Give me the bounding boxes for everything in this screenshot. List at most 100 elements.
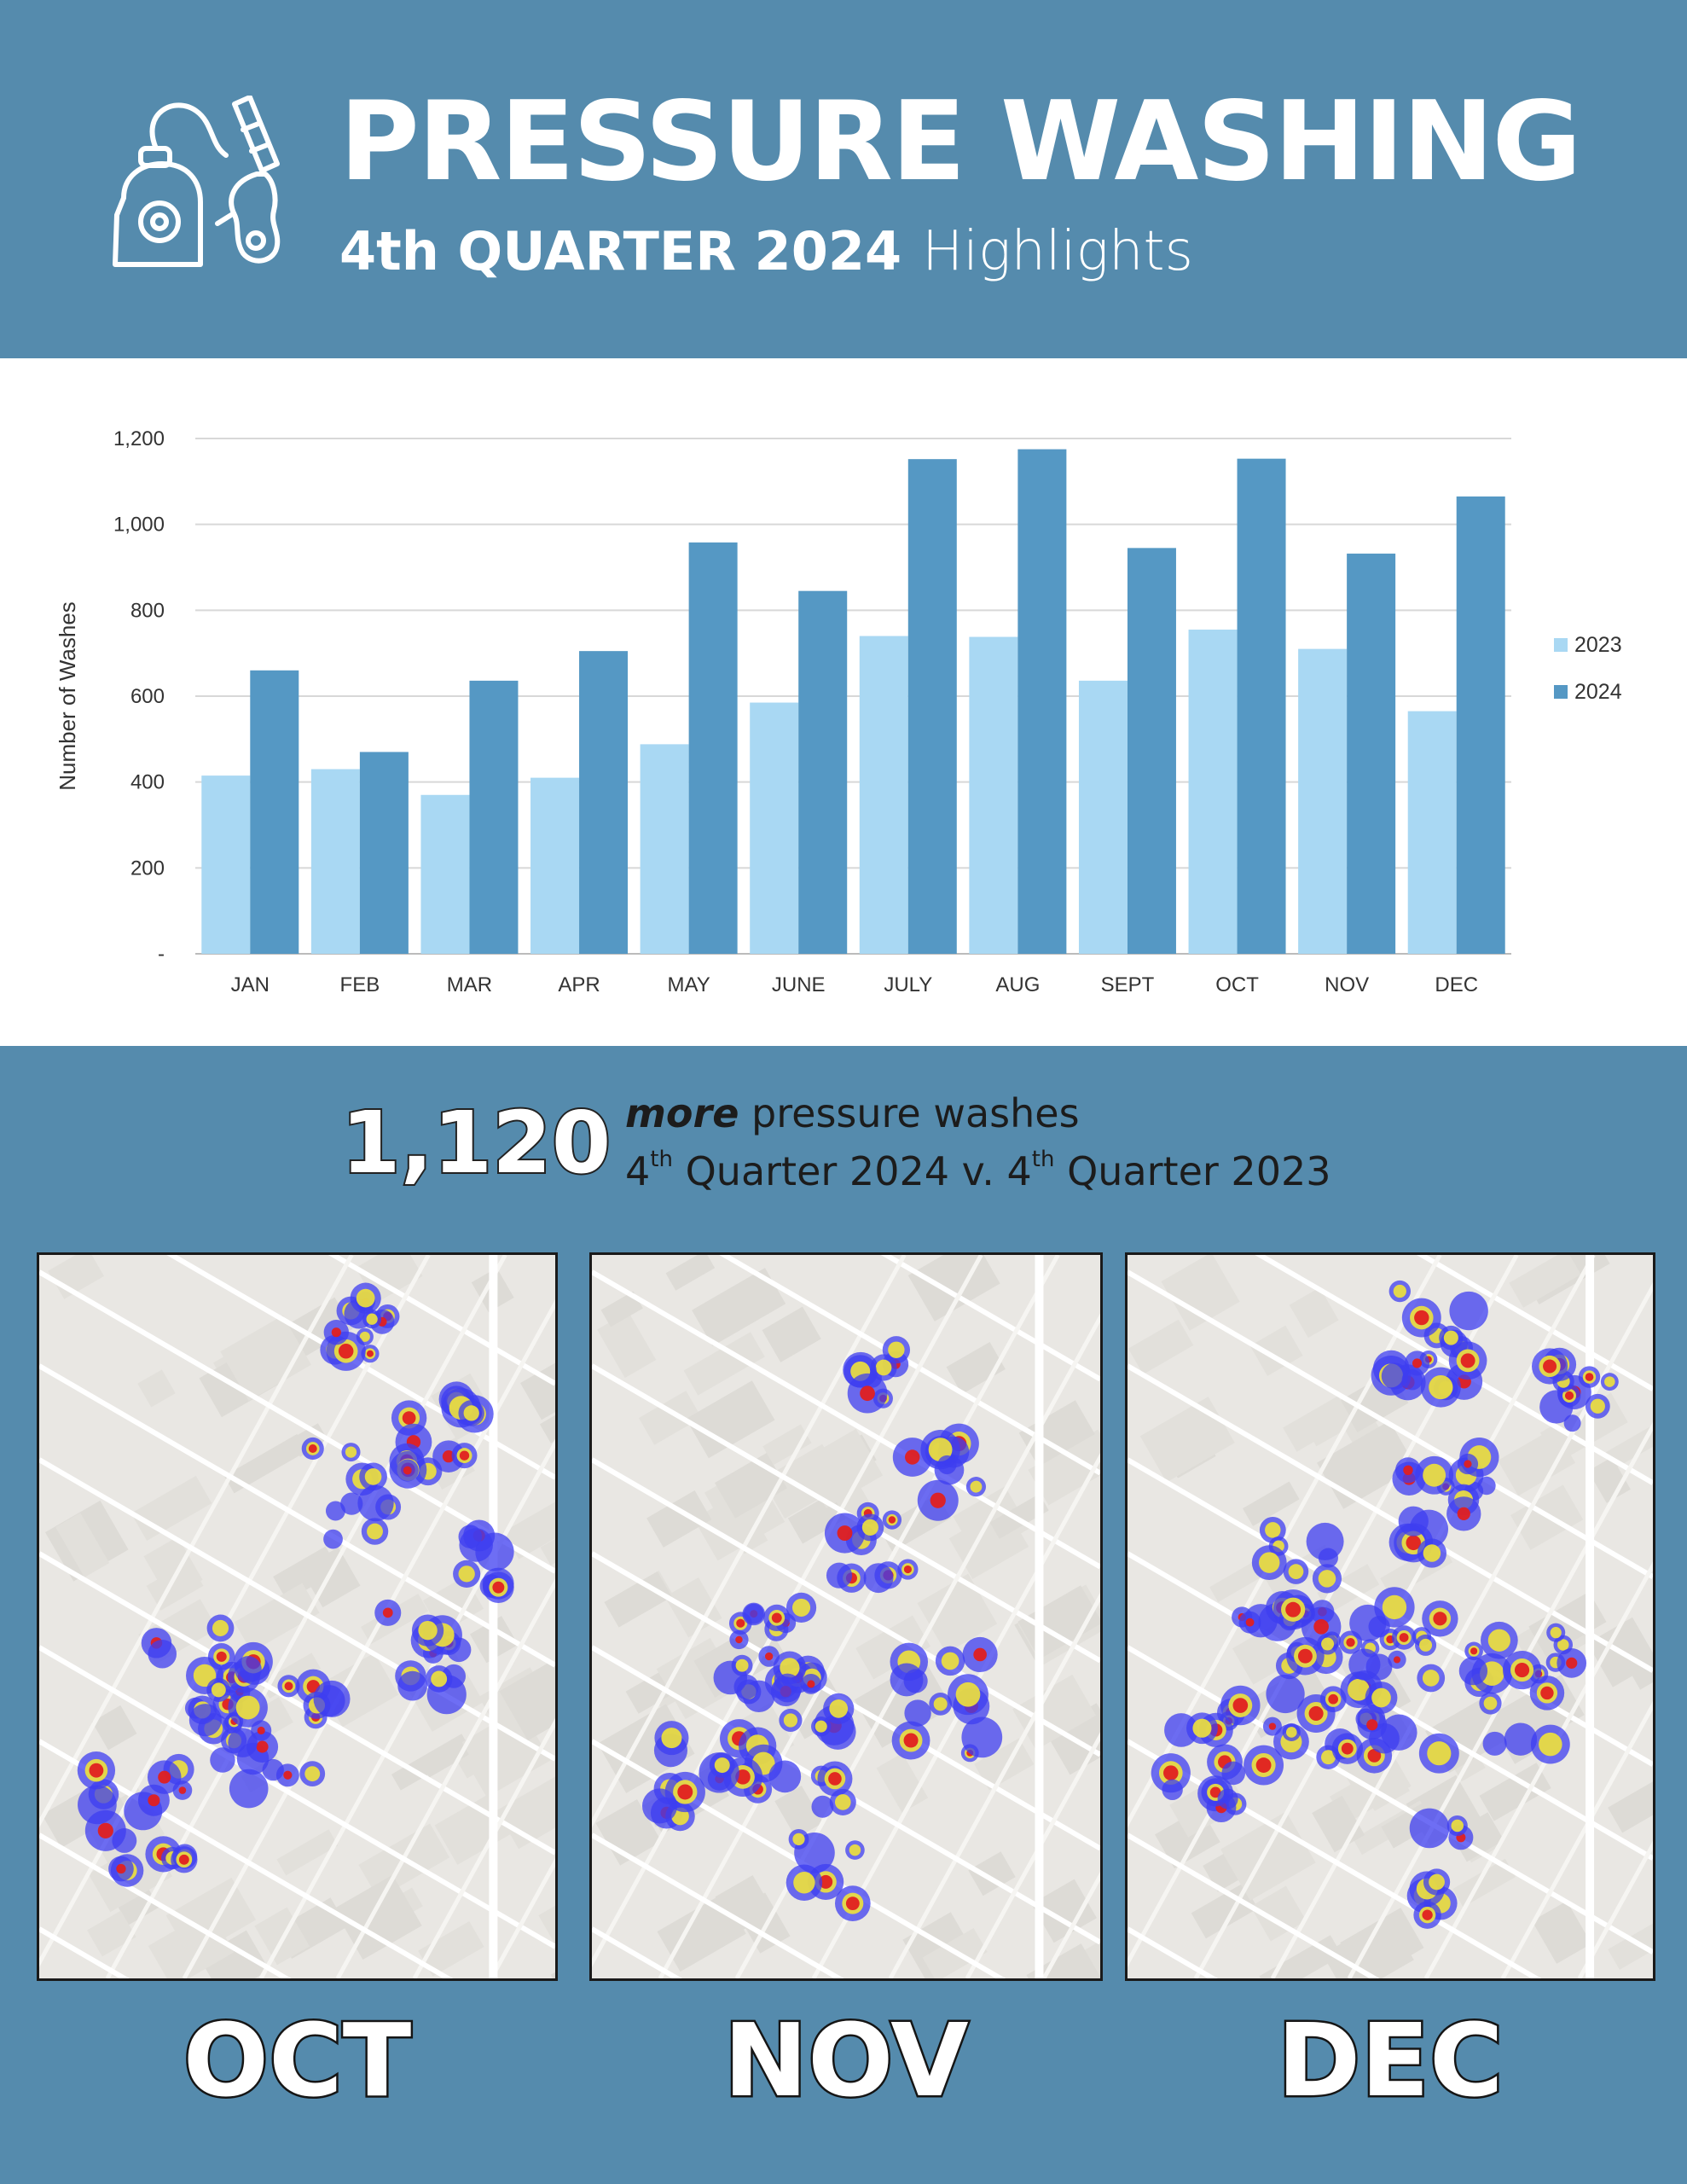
heat-point-mid — [1285, 1727, 1297, 1738]
heat-point-mid — [791, 1598, 811, 1617]
heat-point-mid — [861, 1519, 878, 1536]
heat-point-high — [178, 1854, 189, 1865]
heat-point-high — [1564, 1391, 1574, 1401]
x-tick-label: AUG — [995, 973, 1040, 996]
heat-point-high — [1245, 1618, 1255, 1627]
y-tick-label: 1,200 — [113, 427, 165, 450]
heat-point-high — [828, 1772, 842, 1786]
heat-point-mid — [1443, 1330, 1458, 1345]
heat-point-low — [229, 1769, 269, 1809]
heat-point-high — [973, 1647, 987, 1662]
bar-2023-apr — [530, 777, 580, 954]
heat-point-high — [148, 1794, 160, 1807]
bar-2024-feb — [359, 752, 409, 954]
heat-point-low — [961, 1716, 1003, 1758]
heat-point-mid — [463, 1405, 479, 1421]
heat-point-high — [1464, 1460, 1472, 1468]
map-block — [540, 1534, 555, 1565]
map-block — [799, 1428, 884, 1508]
stat-comparison: 4th Quarter 2024 v. 4th Quarter 2023 — [625, 1141, 1331, 1201]
map-block — [974, 1738, 1035, 1791]
heat-point-high — [1297, 1648, 1313, 1664]
map-block — [282, 1297, 353, 1360]
map-block — [600, 1291, 643, 1327]
map-block — [300, 1547, 361, 1608]
heatmap-nov — [589, 1252, 1103, 1981]
heat-point-high — [1366, 1719, 1378, 1731]
heat-point-mid — [1320, 1750, 1336, 1765]
heat-point-low — [235, 1656, 262, 1683]
map-block — [917, 1573, 998, 1653]
map-block — [665, 1255, 716, 1291]
heat-point-high — [1457, 1507, 1470, 1521]
heat-point-mid — [356, 1288, 375, 1308]
heat-point-mid — [661, 1728, 682, 1749]
heatmap-dec-canvas — [1128, 1255, 1653, 1978]
map-block — [499, 1660, 555, 1741]
map-street — [1255, 1255, 1653, 1485]
map-block — [1608, 1771, 1653, 1833]
map-street — [39, 1269, 555, 1574]
heat-point-high — [442, 1450, 455, 1463]
heat-point-high — [837, 1525, 853, 1542]
heat-point-mid — [829, 1699, 849, 1718]
map-street — [1347, 1421, 1653, 1978]
map-block — [223, 1433, 307, 1494]
bar-chart-panel: - 200 400 600 800 1,000 1,200 Number of Washes J… — [0, 358, 1687, 1046]
highlights-label: Highlights — [922, 220, 1193, 283]
heat-point-high — [764, 1652, 774, 1661]
map-street — [1128, 1645, 1653, 1955]
y-tick-label: 600 — [130, 685, 165, 708]
heat-point-mid — [970, 1480, 983, 1493]
heatmap-oct-canvas — [39, 1255, 555, 1978]
heat-point-high — [97, 1822, 113, 1838]
map-street — [592, 1457, 1100, 1757]
map-street — [39, 1457, 555, 1762]
page-title: PRESSURE WASHING — [339, 78, 1582, 206]
map-block — [692, 1268, 786, 1346]
map-street — [1128, 1833, 1380, 1978]
heat-point-mid — [834, 1794, 851, 1810]
heat-point-high — [402, 1411, 416, 1425]
map-block — [276, 1829, 339, 1876]
heat-point-high — [1346, 1637, 1355, 1647]
heat-point-mid — [458, 1565, 475, 1583]
heat-point-mid — [1265, 1522, 1281, 1538]
heat-point-high — [216, 1651, 227, 1662]
heat-point-high — [1433, 1612, 1447, 1626]
heat-point-mid — [780, 1658, 800, 1678]
map-street — [1500, 1700, 1653, 1978]
bar-2024-sept — [1127, 548, 1176, 954]
heat-point-high — [1414, 1310, 1429, 1326]
heat-point-low — [1458, 1656, 1488, 1686]
heat-point-mid — [849, 1844, 861, 1856]
map-block — [1128, 1319, 1194, 1374]
heat-point-low — [1162, 1779, 1183, 1801]
heat-point-mid — [783, 1713, 798, 1728]
heat-point-mid — [933, 1697, 948, 1711]
bar-2023-may — [640, 744, 689, 954]
map-block — [1479, 1763, 1551, 1821]
stat-part-b: Quarter 2023 — [1067, 1148, 1331, 1194]
map-street — [719, 1255, 1100, 1476]
heat-point-low — [1266, 1674, 1305, 1714]
bar-2023-dec — [1407, 711, 1457, 954]
heat-point-high — [903, 1733, 919, 1748]
bar-2024-may — [688, 542, 738, 954]
heat-point-high — [1585, 1373, 1594, 1381]
legend-swatch-2023 — [1554, 638, 1568, 652]
map-block — [1161, 1255, 1240, 1331]
map-street — [592, 1833, 844, 1978]
map-street — [1577, 1840, 1653, 1978]
map-block — [1317, 1420, 1417, 1509]
heat-point-mid — [1550, 1627, 1562, 1639]
heat-point-high — [1543, 1359, 1557, 1374]
stat-number: 1,120 — [339, 1091, 612, 1194]
heat-point-high — [382, 1607, 393, 1618]
heat-point-high — [1285, 1601, 1301, 1618]
map-block — [1283, 1396, 1353, 1452]
x-tick-label: JUNE — [772, 973, 826, 996]
heat-point-mid — [1423, 1463, 1446, 1487]
heat-point-high — [819, 1874, 833, 1889]
map-street — [1416, 1255, 1653, 1391]
